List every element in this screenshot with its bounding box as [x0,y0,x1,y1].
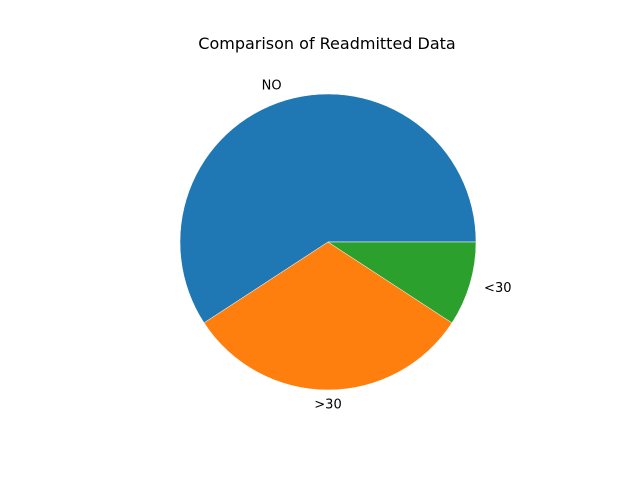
pie-slice-30 [327,241,477,324]
pie-slices [179,93,477,391]
pie-labels: NO >30 <30 [262,78,512,412]
pie-slice-30 [203,241,453,391]
chart-title: Comparison of Readmitted Data [198,34,455,53]
slice-label: NO [262,78,282,93]
slice-label: >30 [314,397,341,412]
slice-label: <30 [484,281,511,296]
pie-slice-NO [179,93,477,324]
